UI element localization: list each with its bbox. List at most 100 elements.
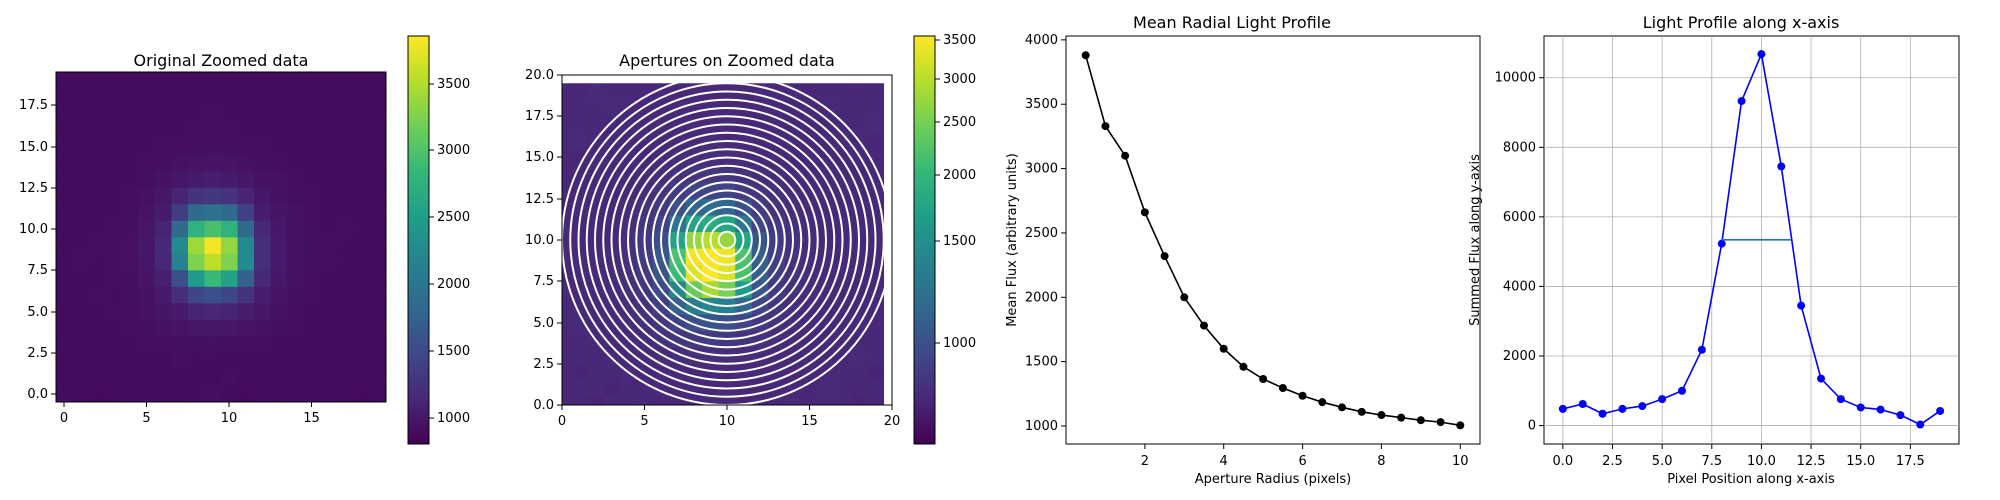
heatmap-cell [171, 303, 189, 320]
heatmap-cell [619, 149, 637, 167]
heatmap-cell [320, 319, 337, 337]
aperture-ring [668, 181, 786, 299]
panel-apertures-title: Apertures on Zoomed data [619, 51, 835, 70]
aperture-ring [610, 123, 844, 357]
heatmap-cell [336, 121, 354, 139]
heatmap-cell [56, 88, 73, 106]
heatmap-cell [254, 105, 271, 122]
heatmap-cell [702, 264, 720, 282]
heatmap-cell [254, 319, 271, 337]
heatmap-cell [562, 215, 571, 233]
heatmap-cell [287, 270, 304, 287]
heatmap-cell [138, 204, 156, 221]
colorbar-apertures-gradient [913, 35, 936, 445]
heatmap-cell [287, 319, 304, 337]
heatmap-cell [188, 369, 205, 386]
heatmap-cell [254, 121, 271, 139]
heatmap-cell [237, 369, 255, 386]
heatmap-cell [155, 204, 172, 221]
heatmap-cell [171, 336, 189, 353]
heatmap-cell [138, 105, 156, 122]
heatmap-cell [353, 204, 370, 221]
heatmap-cell [155, 253, 172, 271]
heatmap-cell [303, 105, 321, 122]
data-point [1436, 418, 1445, 427]
heatmap-cell [336, 237, 354, 254]
heatmap-cell [702, 149, 720, 167]
heatmap-cell [336, 303, 354, 320]
heatmap-cell [221, 237, 238, 254]
heatmap-cell [850, 248, 868, 266]
data-point [1578, 400, 1587, 408]
heatmap-cell [353, 369, 370, 386]
heatmap-cell [784, 132, 802, 150]
heatmap-cell [336, 319, 354, 337]
heatmap-cell [320, 105, 337, 122]
heatmap-cell [204, 187, 222, 205]
heatmap-cell [702, 314, 720, 332]
heatmap-cell [89, 303, 106, 320]
aperture-ring [717, 230, 737, 250]
heatmap-cell [817, 380, 835, 398]
heatmap-cell [204, 171, 222, 188]
heatmap-cell [89, 154, 106, 172]
heatmap-cell [270, 352, 288, 370]
heatmap-cell [138, 154, 156, 172]
heatmap-cell [56, 154, 73, 172]
heatmap-cell [784, 165, 802, 183]
panel-xprofile-yticks: 0 2000 4000 6000 8000 10000 [1495, 71, 1544, 434]
heatmap-cell [652, 297, 670, 315]
panel-radial-frame [1065, 35, 1481, 445]
heatmap-cell [72, 303, 90, 320]
heatmap-cell [171, 154, 189, 172]
tick-label: 6000 [1503, 210, 1536, 225]
tick-label: 5 [640, 414, 648, 429]
heatmap-cell [254, 138, 271, 155]
heatmap-cell [72, 138, 90, 155]
heatmap-cell [105, 253, 123, 271]
tick-label: 1000 [437, 411, 470, 426]
heatmap-cell [155, 237, 172, 254]
heatmap-cell [254, 72, 271, 89]
heatmap-cell [287, 369, 304, 386]
heatmap-cell [105, 385, 123, 403]
heatmap-cell [254, 187, 271, 205]
heatmap-cell [237, 319, 255, 337]
heatmap-cell [603, 116, 621, 134]
aperture-ring [651, 164, 803, 316]
heatmap-cell [817, 116, 835, 134]
heatmap-cell [254, 154, 271, 172]
heatmap-cell [221, 319, 238, 337]
heatmap-cell [188, 237, 205, 254]
heatmap-cell [303, 352, 321, 370]
heatmap-cell [72, 220, 90, 238]
heatmap-cell [204, 121, 222, 139]
heatmap-cell [336, 187, 354, 205]
heatmap-cell [562, 297, 571, 315]
heatmap-cell [834, 248, 852, 266]
heatmap-cell [105, 121, 123, 139]
aperture-rings [562, 75, 892, 405]
heatmap-cell [303, 303, 321, 320]
tick-label: 3000 [1025, 162, 1058, 177]
data-point [1598, 409, 1607, 418]
tick-label: 12.5 [19, 181, 48, 196]
tick-label: 2000 [1503, 349, 1536, 364]
heatmap-cell [336, 72, 354, 89]
heatmap-cell [303, 286, 321, 304]
heatmap-cell [619, 83, 637, 101]
heatmap-cell [138, 319, 156, 337]
heatmap-cell [320, 154, 337, 172]
tick-label: 0.0 [27, 387, 48, 402]
tick-label: 1000 [943, 336, 976, 351]
heatmap-cell [303, 138, 321, 155]
heatmap-cell [56, 187, 73, 205]
heatmap-cell [320, 253, 337, 271]
heatmap-cell [270, 237, 288, 254]
heatmap-cell [619, 297, 637, 315]
heatmap-cell [122, 171, 139, 188]
heatmap-cell [353, 270, 370, 287]
heatmap-cell [702, 330, 720, 348]
heatmap-cell [336, 270, 354, 287]
aperture-ring [676, 189, 778, 291]
